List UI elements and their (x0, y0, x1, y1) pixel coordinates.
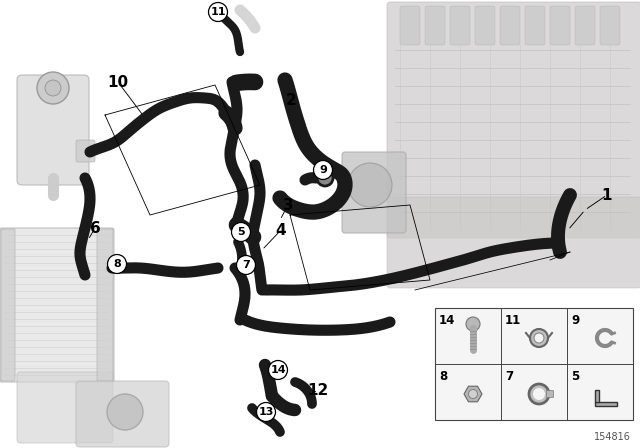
Circle shape (45, 80, 61, 96)
Text: 2: 2 (285, 92, 296, 108)
Circle shape (269, 361, 287, 379)
FancyBboxPatch shape (0, 228, 114, 382)
Text: 9: 9 (571, 314, 579, 327)
Circle shape (237, 255, 255, 275)
Text: 5: 5 (571, 370, 579, 383)
Text: 7: 7 (242, 260, 250, 270)
Circle shape (529, 384, 549, 404)
Text: 14: 14 (270, 365, 286, 375)
Circle shape (314, 160, 333, 180)
Text: 7: 7 (505, 370, 513, 383)
Circle shape (108, 254, 127, 273)
Text: 14: 14 (439, 314, 456, 327)
Text: 9: 9 (319, 165, 327, 175)
Text: 11: 11 (211, 7, 226, 17)
Circle shape (468, 389, 477, 399)
Polygon shape (595, 390, 599, 402)
Text: 5: 5 (237, 227, 245, 237)
FancyBboxPatch shape (387, 197, 640, 288)
FancyBboxPatch shape (500, 6, 520, 45)
FancyBboxPatch shape (575, 6, 595, 45)
Circle shape (107, 394, 143, 430)
FancyBboxPatch shape (475, 6, 495, 45)
Text: 154816: 154816 (594, 432, 631, 442)
FancyBboxPatch shape (547, 391, 554, 397)
Circle shape (533, 388, 545, 400)
Text: 6: 6 (90, 220, 100, 236)
FancyBboxPatch shape (97, 229, 113, 381)
FancyBboxPatch shape (76, 140, 95, 162)
FancyBboxPatch shape (1, 229, 15, 381)
FancyBboxPatch shape (342, 152, 406, 233)
FancyBboxPatch shape (400, 6, 420, 45)
Text: 12: 12 (307, 383, 328, 397)
Circle shape (209, 3, 227, 22)
Text: 3: 3 (283, 198, 293, 212)
Circle shape (257, 402, 275, 422)
Polygon shape (464, 386, 482, 402)
Text: 13: 13 (259, 407, 274, 417)
FancyBboxPatch shape (17, 372, 113, 443)
Circle shape (534, 333, 544, 343)
Text: 11: 11 (505, 314, 521, 327)
FancyBboxPatch shape (425, 6, 445, 45)
Polygon shape (595, 402, 617, 406)
Text: 8: 8 (113, 259, 121, 269)
FancyBboxPatch shape (17, 75, 89, 185)
Circle shape (317, 170, 333, 186)
Text: 1: 1 (602, 188, 612, 202)
Circle shape (232, 223, 250, 241)
Bar (435, 308, 633, 420)
FancyBboxPatch shape (387, 2, 640, 238)
Text: 10: 10 (108, 74, 129, 90)
Text: 4: 4 (276, 223, 286, 237)
FancyBboxPatch shape (525, 6, 545, 45)
Circle shape (466, 317, 480, 331)
Circle shape (530, 329, 548, 347)
FancyBboxPatch shape (600, 6, 620, 45)
FancyBboxPatch shape (450, 6, 470, 45)
Text: 8: 8 (439, 370, 447, 383)
FancyBboxPatch shape (76, 381, 169, 447)
Circle shape (348, 163, 392, 207)
Circle shape (37, 72, 69, 104)
FancyBboxPatch shape (550, 6, 570, 45)
